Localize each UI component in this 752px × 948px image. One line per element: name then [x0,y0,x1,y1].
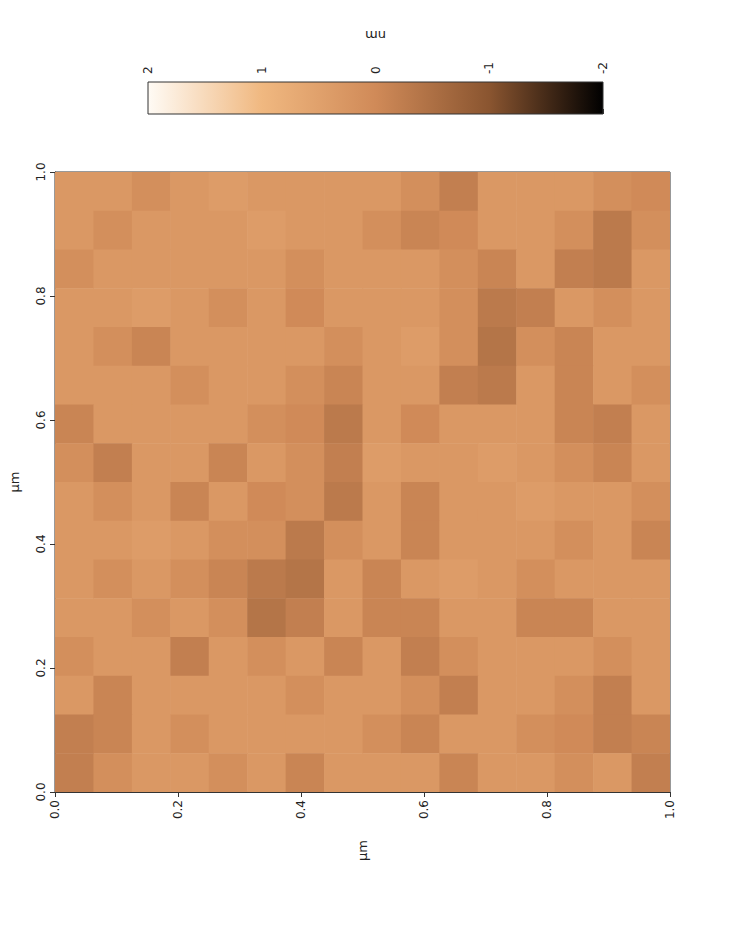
svg-text:1.0: 1.0 [663,800,677,819]
svg-text:µm: µm [355,840,370,861]
svg-text:0.8: 0.8 [540,800,554,819]
svg-text:0.0: 0.0 [48,800,62,819]
svg-text:1.0: 1.0 [34,162,48,181]
svg-text:0.8: 0.8 [34,286,48,305]
svg-text:0.2: 0.2 [34,658,48,677]
svg-text:µm: µm [7,472,22,493]
svg-text:1: 1 [255,66,269,74]
svg-text:0.6: 0.6 [34,410,48,429]
svg-text:0.4: 0.4 [34,534,48,553]
svg-text:2: 2 [141,66,155,74]
svg-text:0.2: 0.2 [171,800,185,819]
svg-text:0: 0 [369,66,383,74]
svg-text:nm: nm [365,28,386,43]
svg-text:0.6: 0.6 [417,800,431,819]
svg-text:0.0: 0.0 [34,782,48,801]
svg-text:-2: -2 [596,62,610,74]
svg-text:-1: -1 [482,62,496,74]
svg-text:0.4: 0.4 [294,800,308,819]
